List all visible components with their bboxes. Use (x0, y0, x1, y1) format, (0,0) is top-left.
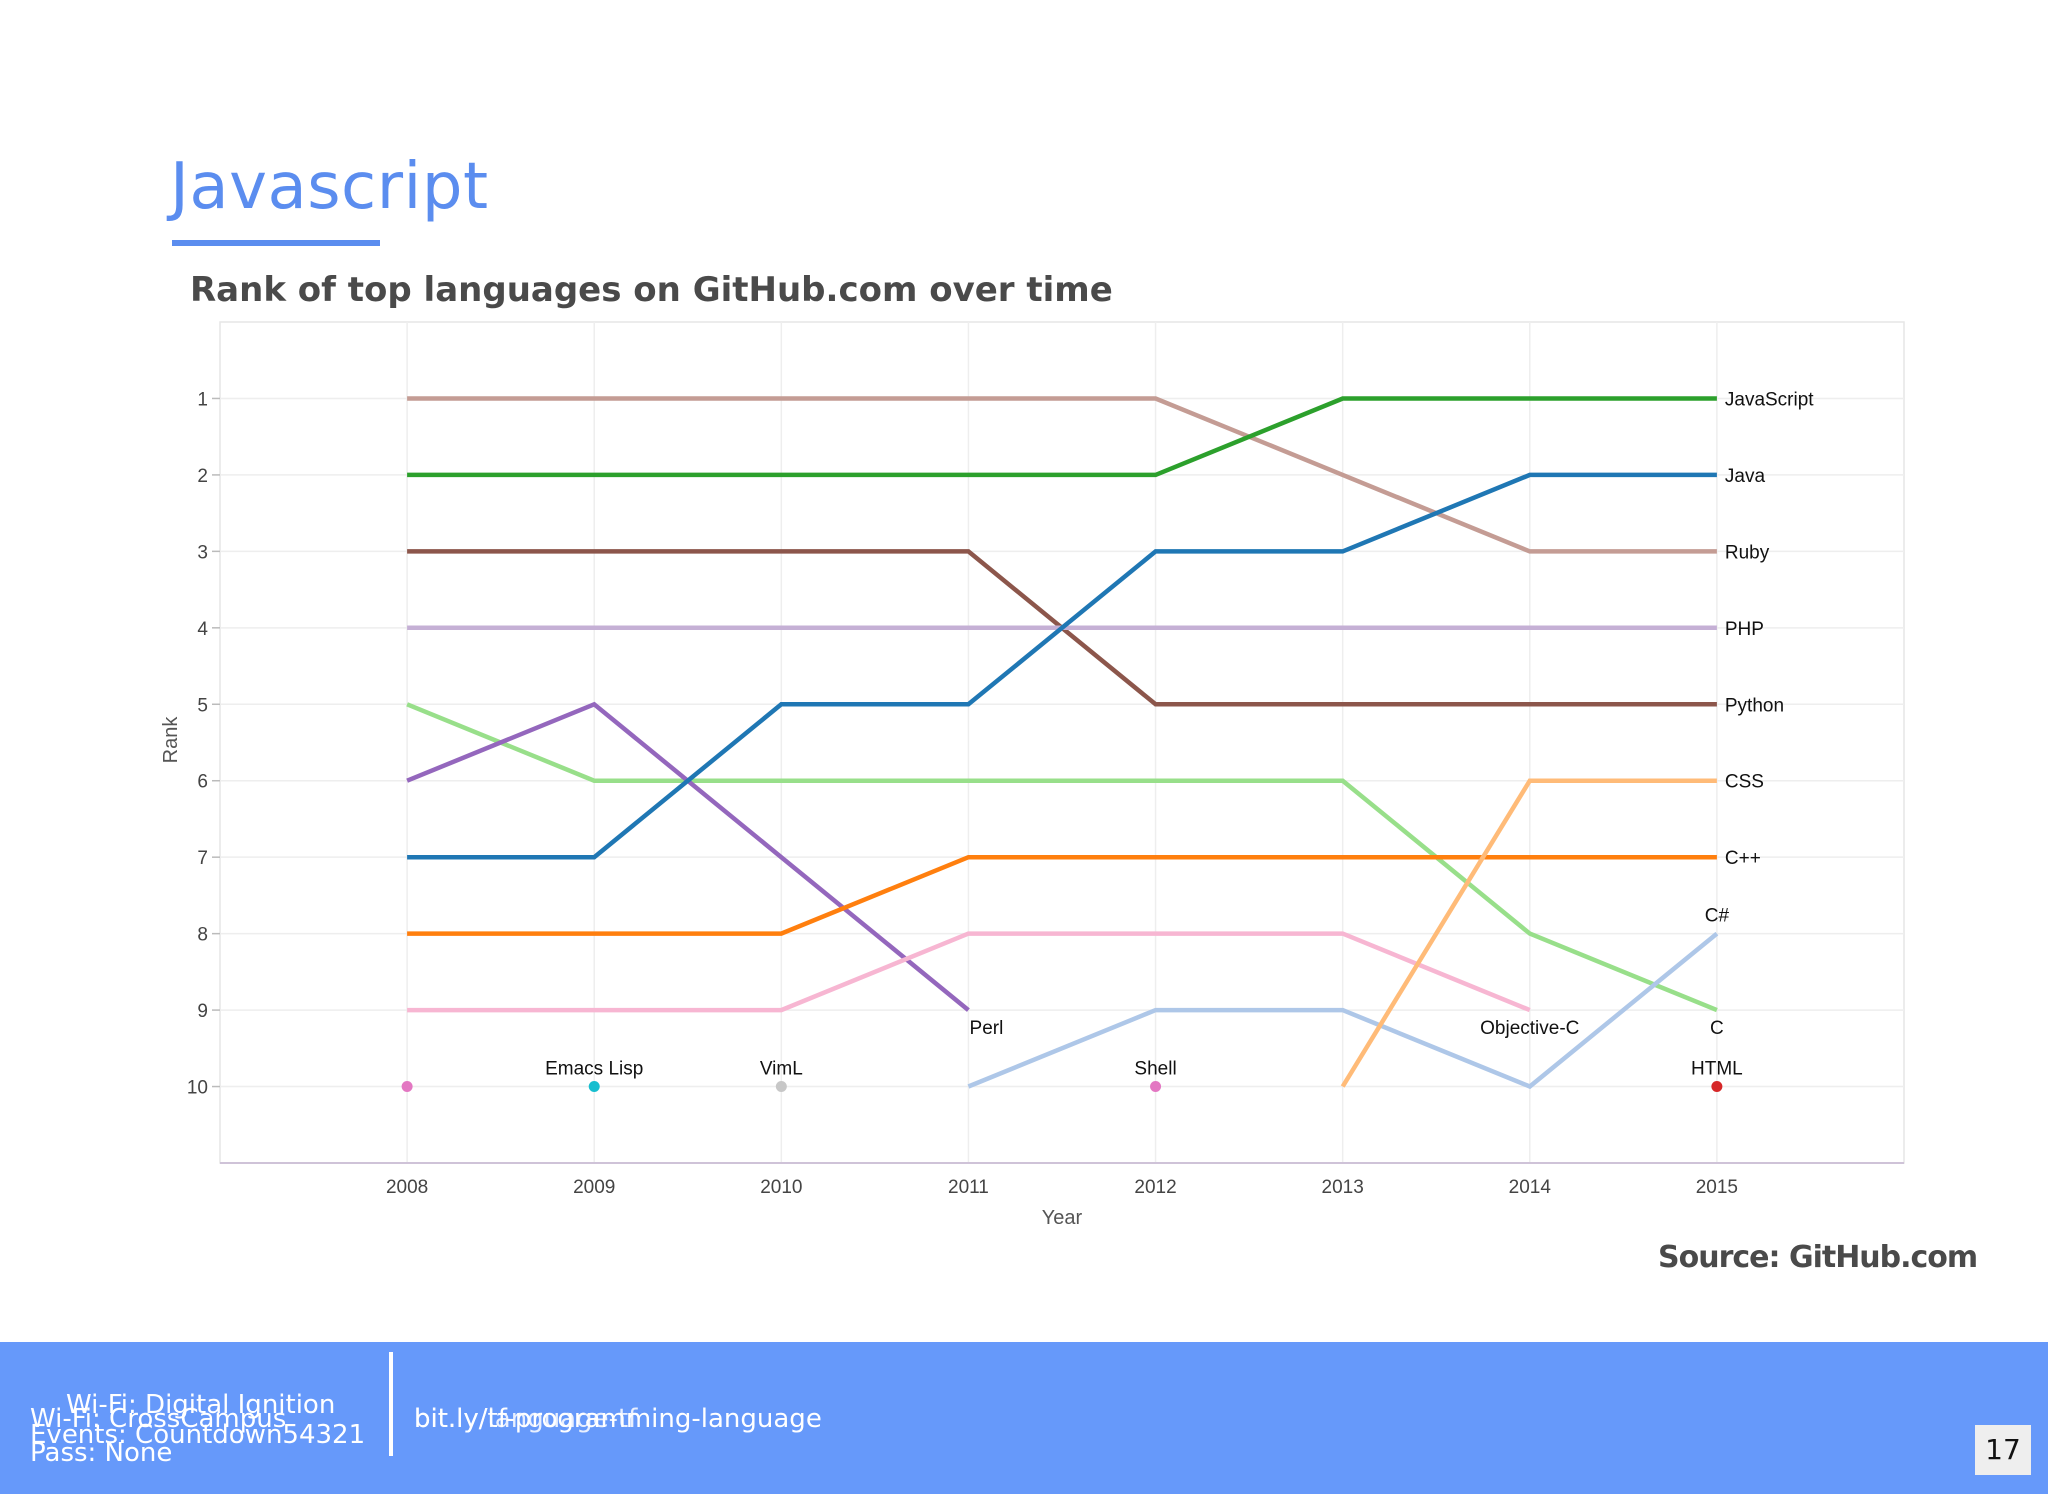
y-tick-label-1: 1 (197, 389, 208, 410)
series-line-javascript (407, 396, 1717, 478)
y-tick-label-4: 4 (197, 619, 208, 640)
series-layer (406, 396, 1719, 1090)
series-line-c- (407, 854, 1717, 936)
footer-events-pass: Events: Countdown54321 (30, 1420, 366, 1450)
series-line-css (1340, 778, 1717, 1088)
x-tick-label-2015: 2015 (1696, 1177, 1738, 1198)
y-tick-label-5: 5 (197, 695, 208, 716)
title-underline (172, 240, 380, 246)
series-line-c (406, 702, 1718, 1013)
data-point-shell (1150, 1081, 1162, 1093)
source-credit: Source: GitHub.com (1658, 1240, 1978, 1275)
series-label-html: HTML (1691, 1059, 1743, 1080)
label-layer: JavaScript Java Ruby PHP Python CSS C++ C# C Perl… (545, 389, 1814, 1079)
series-line-c- (967, 931, 1719, 1090)
series-line-java (407, 472, 1717, 860)
series-label-c-: C# (1705, 906, 1730, 927)
footer-link-primary[interactable]: bit.ly/tf-programming-language (414, 1404, 822, 1434)
x-tick-label-2010: 2010 (760, 1177, 802, 1198)
x-tick-label-2008: 2008 (386, 1177, 428, 1198)
data-point-unnamed-4 (401, 1081, 413, 1093)
footer-divider (389, 1352, 393, 1456)
x-tick-label-2013: 2013 (1322, 1177, 1364, 1198)
series-label-objective-c: Objective-C (1480, 1018, 1579, 1039)
series-label-javascript: JavaScript (1725, 389, 1814, 410)
axis-layer: 1 2 3 4 5 6 7 8 9 10 2008 2009 2010 2011 2012 2013 2014 2… (187, 389, 1904, 1198)
series-line-objective-c (407, 931, 1531, 1013)
x-tick-label-2011: 2011 (948, 1177, 989, 1198)
page-number-badge: 17 (1975, 1425, 2031, 1475)
series-label-emacs-lisp: Emacs Lisp (545, 1059, 643, 1080)
x-tick-label-2012: 2012 (1134, 1177, 1176, 1198)
series-label-perl: Perl (970, 1018, 1004, 1039)
footer-link-secondary[interactable]: bit.ly/language-tf (414, 1404, 638, 1434)
series-label-java: Java (1725, 466, 1766, 487)
series-label-shell: Shell (1134, 1059, 1176, 1080)
y-tick-label-8: 8 (197, 925, 208, 946)
rank-line-chart: 1 2 3 4 5 6 7 8 9 10 2008 2009 2010 2011 2012 2013 2014 2… (160, 321, 1905, 1229)
series-label-python: Python (1725, 695, 1784, 716)
y-tick-label-6: 6 (197, 772, 208, 793)
series-label-c: C (1710, 1018, 1724, 1039)
footer-bar (0, 1342, 2048, 1494)
series-label-css: CSS (1725, 772, 1764, 793)
y-tick-label-3: 3 (197, 542, 208, 563)
x-tick-label-2009: 2009 (573, 1177, 615, 1198)
y-tick-label-10: 10 (187, 1078, 208, 1099)
series-label-viml: VimL (760, 1059, 803, 1080)
data-point-html (1711, 1081, 1723, 1093)
y-axis-label: Rank (160, 716, 182, 764)
y-tick-label-7: 7 (197, 848, 208, 869)
series-label-ruby: Ruby (1725, 542, 1770, 563)
y-tick-label-9: 9 (197, 1001, 208, 1022)
footer-wifi-secondary: Wi-Fi: CrossCampus (30, 1404, 287, 1434)
x-tick-label-2014: 2014 (1509, 1177, 1552, 1198)
slide-title: Javascript (170, 150, 489, 224)
x-axis-label: Year (1042, 1207, 1083, 1229)
footer-pass: Pass: None (30, 1438, 173, 1468)
footer-wifi-primary: Wi-Fi: Digital Ignition (66, 1390, 336, 1420)
plot-frame (219, 321, 1905, 1164)
series-label-php: PHP (1725, 619, 1764, 640)
series-line-ruby (407, 396, 1717, 554)
point-layer (401, 1081, 1723, 1093)
grid-layer (219, 321, 1905, 1164)
series-label-c-: C++ (1725, 848, 1761, 869)
data-point-viml (775, 1081, 787, 1093)
y-tick-label-2: 2 (197, 466, 208, 487)
chart-title: Rank of top languages on GitHub.com over… (190, 270, 1113, 310)
data-point-emacs-lisp (588, 1081, 600, 1093)
